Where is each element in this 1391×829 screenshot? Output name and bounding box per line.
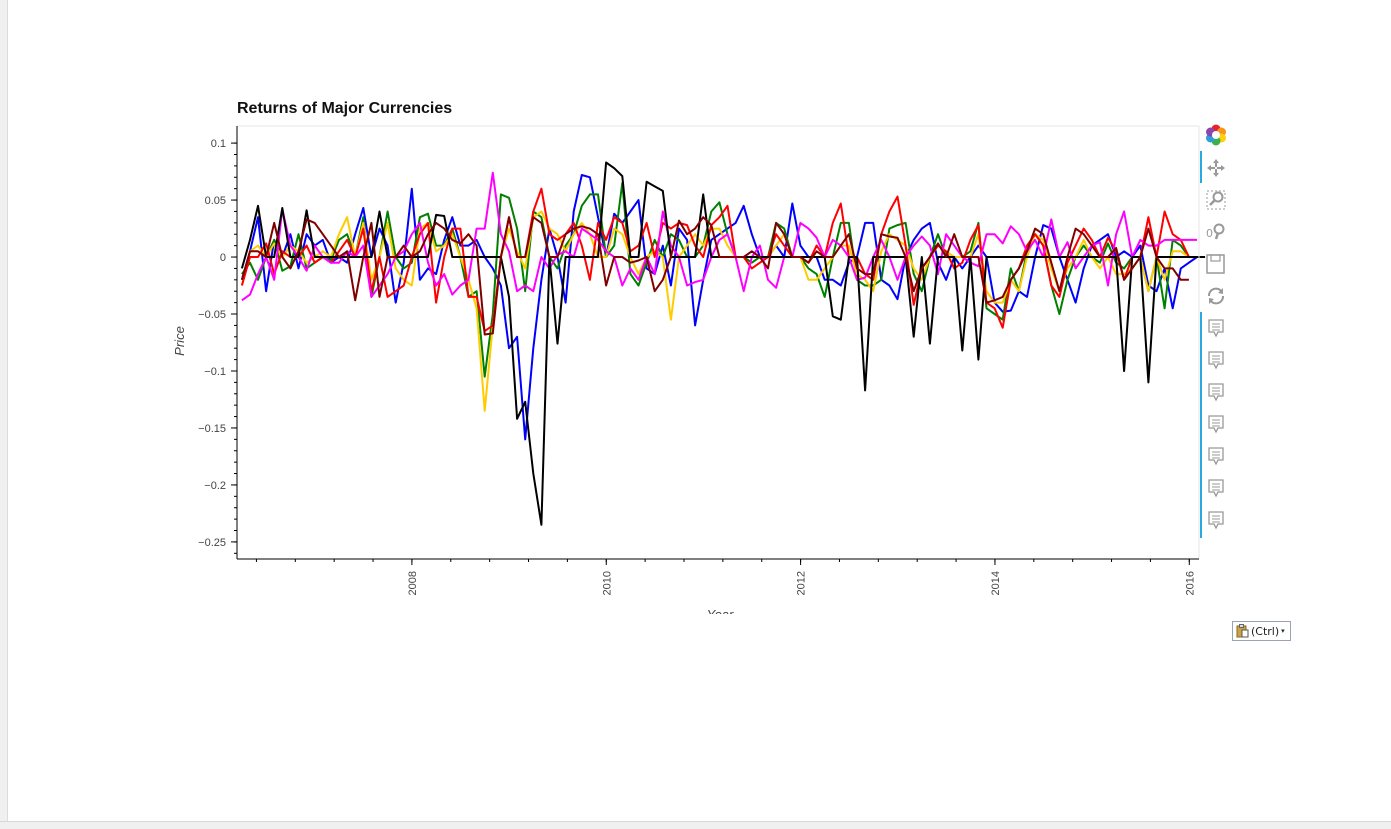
y-tick-label: −0.1 <box>204 366 226 378</box>
x-tick-label: 2010 <box>601 571 613 595</box>
chart-title: Returns of Major Currencies <box>237 100 453 117</box>
hover-icon[interactable] <box>1204 476 1228 500</box>
series-line-6 <box>240 216 1189 336</box>
save-icon[interactable] <box>1204 252 1228 276</box>
x-tick-label: 2008 <box>407 571 419 595</box>
plot-toolbar: 0 <box>1200 122 1232 542</box>
y-tick-label: −0.25 <box>198 537 226 549</box>
y-tick-label: −0.2 <box>204 480 226 492</box>
plot-container-edge <box>230 614 1220 628</box>
clipboard-icon <box>1236 624 1249 638</box>
wheel-zoom-icon[interactable]: 0 <box>1204 220 1228 244</box>
series-line-3 <box>240 187 1190 333</box>
status-bar <box>0 821 1391 829</box>
y-tick-label: −0.15 <box>198 423 226 435</box>
plot-area <box>240 161 1206 526</box>
x-tick-label: 2012 <box>796 571 808 595</box>
x-tick-label: 2014 <box>990 571 1002 595</box>
y-tick-label: −0.05 <box>198 309 226 321</box>
bokeh-logo-icon[interactable] <box>1204 123 1228 147</box>
hover-icon[interactable] <box>1204 412 1228 436</box>
y-axis-label: Price <box>172 326 187 356</box>
paste-options-button[interactable]: (Ctrl) ▾ <box>1232 621 1291 641</box>
pan-icon[interactable] <box>1204 156 1228 180</box>
y-tick-label: 0.05 <box>205 195 226 207</box>
series-line-4 <box>241 171 1197 302</box>
hover-icon[interactable] <box>1204 380 1228 404</box>
series-line-0 <box>240 174 1198 441</box>
y-tick-label: 0.1 <box>211 138 226 150</box>
hover-icon[interactable] <box>1204 508 1228 532</box>
hover-icon[interactable] <box>1204 348 1228 372</box>
hover-icon[interactable] <box>1204 316 1228 340</box>
paste-options-label: (Ctrl) <box>1251 624 1280 638</box>
active-tool-indicator <box>1200 312 1202 538</box>
hover-icon[interactable] <box>1204 444 1228 468</box>
y-tick-label: 0 <box>220 252 226 264</box>
reset-icon[interactable] <box>1204 284 1228 308</box>
active-tool-indicator <box>1200 151 1202 183</box>
svg-text:0: 0 <box>1206 227 1213 240</box>
axes: 0.1 0.05 0 −0.05 −0.1 −0.15 −0.2 −0.25 2008 2010 2… <box>172 125 1220 628</box>
x-tick-label: 2016 <box>1184 571 1196 595</box>
chevron-down-icon: ▾ <box>1281 627 1285 635</box>
window-left-border <box>0 0 8 828</box>
box-zoom-icon[interactable] <box>1204 188 1228 212</box>
